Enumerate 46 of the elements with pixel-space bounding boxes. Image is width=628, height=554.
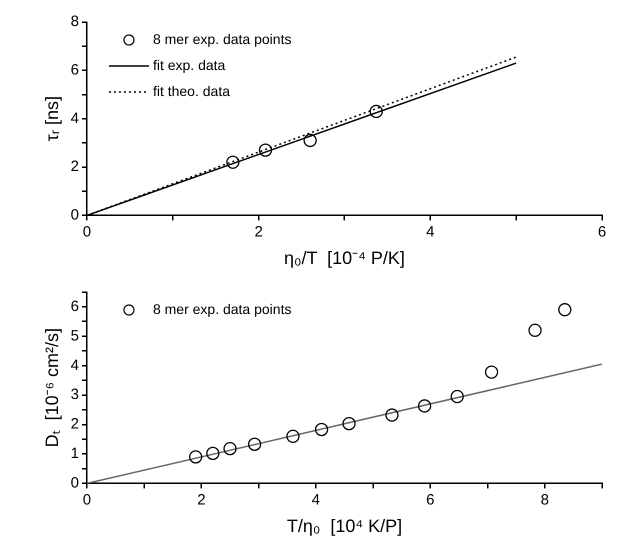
y-tick-label: 6 [70, 298, 79, 315]
y-tick-label: 5 [70, 327, 79, 344]
legend-label: fit exp. data [152, 56, 226, 73]
y-tick-label: 0 [70, 474, 79, 492]
x-tick-label: 2 [197, 492, 206, 509]
point [258, 143, 272, 157]
x-axis-title: η₀/T [10⁻⁴ P/K] [284, 248, 405, 268]
x-tick-label: 6 [598, 224, 606, 241]
point [314, 422, 328, 436]
point [385, 408, 399, 422]
x-tick-label: 6 [426, 492, 434, 509]
y-tick-label: 2 [70, 158, 79, 176]
point [418, 399, 432, 413]
x-tick-label: 2 [254, 224, 263, 241]
y-axis-title: Dₜ [10⁻⁶ cm²/s] [42, 328, 62, 448]
point [286, 430, 300, 443]
y-axis-title: τᵣ [ns] [42, 96, 62, 142]
y-tick-label: 0 [70, 206, 79, 224]
point [484, 365, 498, 379]
x-tick-label: 8 [540, 492, 549, 509]
y-tick-label: 4 [70, 110, 79, 127]
y-tick-label: 6 [70, 61, 79, 78]
y-tick-label: 4 [70, 356, 79, 374]
x-tick-label: 0 [82, 224, 92, 241]
legend-label: fit theo. data [152, 82, 230, 99]
point [206, 446, 220, 460]
point [558, 303, 572, 316]
y-tick-label: 8 [70, 13, 79, 30]
legend-label: 8 mer exp. data points [152, 300, 292, 317]
point [528, 324, 542, 337]
point [303, 134, 317, 148]
x-tick-label: 4 [426, 224, 434, 241]
legend-label: 8 mer exp. data points [152, 30, 292, 47]
point [189, 450, 202, 464]
y-tick-label: 3 [70, 386, 79, 404]
x-axis-title: T/η₀ [10⁴ K/P] [286, 516, 402, 536]
x-tick-label: 0 [82, 492, 92, 509]
x-tick-label: 4 [312, 492, 320, 509]
y-tick-label: 1 [70, 445, 79, 462]
y-tick-label: 2 [70, 416, 79, 433]
point [223, 442, 237, 456]
point [248, 438, 262, 451]
point [342, 416, 356, 430]
point [226, 156, 240, 169]
point [370, 104, 383, 118]
point [450, 390, 464, 404]
